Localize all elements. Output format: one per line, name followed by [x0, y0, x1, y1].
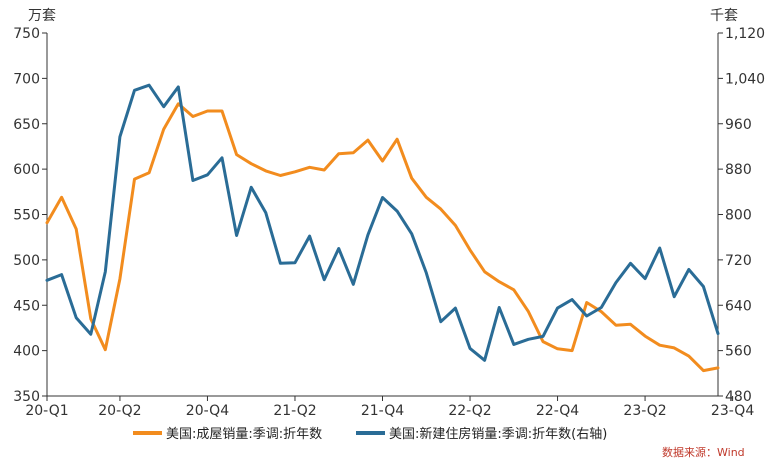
legend-label-new-home-sales: 美国:新建住房销量:季调:折年数(右轴)	[389, 426, 607, 442]
right-y-tick-label: 1,120	[725, 26, 765, 42]
x-tick-label: 20-Q2	[98, 403, 141, 419]
left-y-tick-label: 350	[13, 389, 40, 405]
right-y-axis: 480 560 640 720 800 880 960 1,040 1,120	[718, 26, 765, 405]
series-layer	[45, 83, 720, 373]
right-y-tick-label: 640	[725, 298, 752, 314]
x-tick-label: 20-Q1	[25, 403, 68, 419]
x-tick-label: 23-Q2	[623, 403, 666, 419]
left-y-tick-label: 400	[13, 344, 40, 360]
source-note: 数据来源：Wind	[662, 445, 745, 459]
x-tick-label: 21-Q2	[273, 403, 316, 419]
left-y-axis: 350 400 450 500 550 600 650 700 750	[13, 26, 47, 405]
x-tick-label: 23-Q4	[711, 403, 754, 419]
right-y-tick-label: 880	[725, 162, 752, 178]
left-axis-unit: 万套	[28, 8, 56, 24]
x-tick-label: 20-Q4	[186, 403, 229, 419]
left-y-tick-label: 700	[13, 71, 40, 87]
left-y-tick-label: 750	[13, 26, 40, 42]
left-y-tick-label: 600	[13, 162, 40, 178]
left-y-tick-label: 550	[13, 208, 40, 224]
legend: 美国:成屋销量:季调:折年数 美国:新建住房销量:季调:折年数(右轴)	[133, 426, 607, 442]
left-y-tick-label: 650	[13, 117, 40, 133]
x-tick-label: 22-Q4	[536, 403, 579, 419]
right-y-tick-label: 960	[725, 117, 752, 133]
right-y-tick-label: 720	[725, 253, 752, 269]
right-axis-unit: 千套	[710, 8, 738, 24]
x-tick-label: 21-Q4	[361, 403, 404, 419]
right-y-tick-label: 1,040	[725, 71, 765, 87]
right-y-tick-label: 800	[725, 208, 752, 224]
right-y-tick-label: 560	[725, 344, 752, 360]
left-y-tick-label: 450	[13, 298, 40, 314]
x-tick-label: 22-Q2	[448, 403, 491, 419]
series-line-new-home-sales	[45, 83, 720, 362]
right-y-tick-label: 480	[725, 389, 752, 405]
series-line-existing-home-sales	[45, 102, 720, 373]
legend-label-existing-home-sales: 美国:成屋销量:季调:折年数	[166, 427, 322, 442]
x-axis: 20-Q1 20-Q2 20-Q4 21-Q2 21-Q4 22-Q2 22-Q4 23-Q2…	[25, 396, 754, 419]
left-y-tick-label: 500	[13, 253, 40, 269]
